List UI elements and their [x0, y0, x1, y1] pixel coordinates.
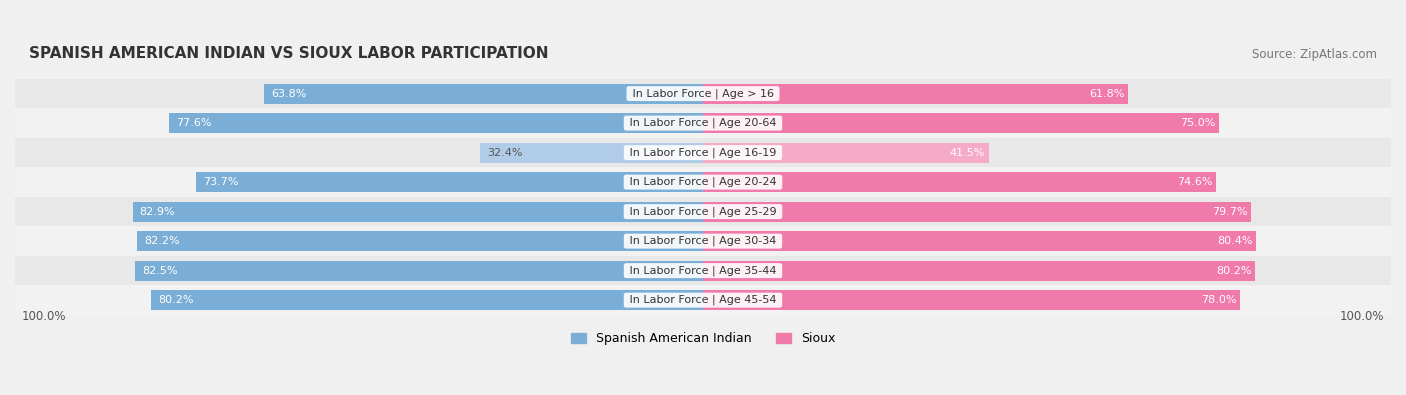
Text: In Labor Force | Age 45-54: In Labor Force | Age 45-54	[626, 295, 780, 305]
Bar	[264, 84, 703, 103]
Text: 78.0%: 78.0%	[1201, 295, 1236, 305]
Bar	[0, 226, 1406, 256]
Bar	[138, 231, 703, 251]
Text: 82.9%: 82.9%	[139, 207, 176, 216]
Bar	[479, 143, 703, 163]
Bar	[703, 113, 1219, 133]
Bar	[703, 143, 988, 163]
Bar	[703, 261, 1254, 281]
Text: 61.8%: 61.8%	[1090, 88, 1125, 99]
Text: 41.5%: 41.5%	[949, 148, 986, 158]
Bar	[703, 201, 1251, 222]
Bar	[0, 167, 1406, 197]
Bar	[135, 261, 703, 281]
Bar	[0, 285, 1406, 315]
Text: 73.7%: 73.7%	[202, 177, 239, 187]
Text: In Labor Force | Age 20-64: In Labor Force | Age 20-64	[626, 118, 780, 128]
Text: 80.4%: 80.4%	[1218, 236, 1253, 246]
Bar	[169, 113, 703, 133]
Bar	[0, 256, 1406, 285]
Bar	[152, 290, 703, 310]
Text: Source: ZipAtlas.com: Source: ZipAtlas.com	[1253, 48, 1378, 61]
Bar	[0, 138, 1406, 167]
Bar	[703, 172, 1216, 192]
Text: 80.2%: 80.2%	[1216, 265, 1251, 276]
Text: 74.6%: 74.6%	[1177, 177, 1213, 187]
Text: In Labor Force | Age 35-44: In Labor Force | Age 35-44	[626, 265, 780, 276]
Text: 75.0%: 75.0%	[1180, 118, 1216, 128]
Text: 80.2%: 80.2%	[157, 295, 194, 305]
Text: 82.2%: 82.2%	[145, 236, 180, 246]
Text: In Labor Force | Age 30-34: In Labor Force | Age 30-34	[626, 236, 780, 246]
Text: 82.5%: 82.5%	[142, 265, 177, 276]
Text: In Labor Force | Age 25-29: In Labor Force | Age 25-29	[626, 206, 780, 217]
Bar	[703, 231, 1256, 251]
Text: SPANISH AMERICAN INDIAN VS SIOUX LABOR PARTICIPATION: SPANISH AMERICAN INDIAN VS SIOUX LABOR P…	[28, 46, 548, 61]
Legend: Spanish American Indian, Sioux: Spanish American Indian, Sioux	[565, 327, 841, 350]
Bar	[703, 290, 1240, 310]
Bar	[703, 84, 1128, 103]
Bar	[132, 201, 703, 222]
Text: In Labor Force | Age > 16: In Labor Force | Age > 16	[628, 88, 778, 99]
Bar	[0, 197, 1406, 226]
Text: 79.7%: 79.7%	[1212, 207, 1249, 216]
Text: 77.6%: 77.6%	[176, 118, 211, 128]
Text: 63.8%: 63.8%	[271, 88, 307, 99]
Bar	[0, 79, 1406, 108]
Bar	[0, 108, 1406, 138]
Text: 100.0%: 100.0%	[1340, 310, 1384, 323]
Text: 100.0%: 100.0%	[22, 310, 66, 323]
Bar	[195, 172, 703, 192]
Text: 32.4%: 32.4%	[486, 148, 523, 158]
Text: In Labor Force | Age 20-24: In Labor Force | Age 20-24	[626, 177, 780, 187]
Text: In Labor Force | Age 16-19: In Labor Force | Age 16-19	[626, 147, 780, 158]
